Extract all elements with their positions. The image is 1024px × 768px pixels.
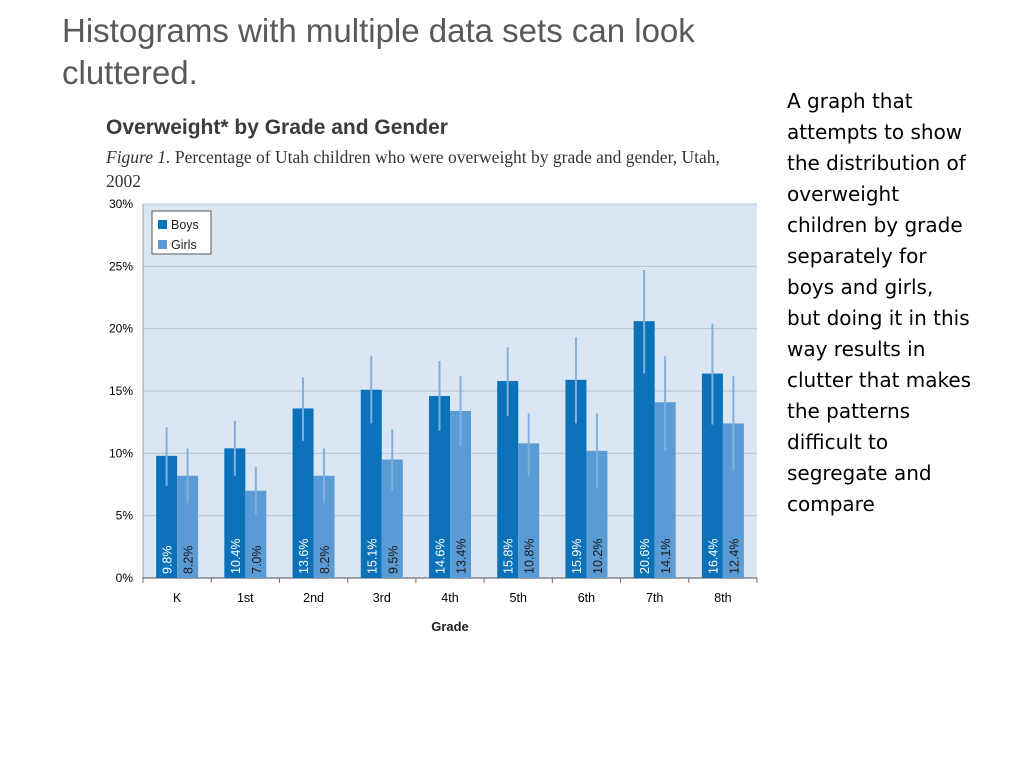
bar-girls xyxy=(586,450,608,578)
legend-label-girls: Girls xyxy=(171,238,197,252)
slide-description: A graph that attempts to show the distri… xyxy=(787,89,972,516)
bar-boys xyxy=(701,373,723,578)
data-label-boys: 15.8% xyxy=(502,539,516,574)
data-label-girls: 9.5% xyxy=(386,546,400,575)
data-label-girls: 12.4% xyxy=(727,539,741,574)
y-tick-label: 20% xyxy=(109,322,133,336)
figure-label: Figure 1. xyxy=(106,147,171,167)
bar-boys xyxy=(224,448,246,578)
bar-boys xyxy=(565,379,587,578)
data-label-girls: 14.1% xyxy=(659,539,673,574)
legend-swatch-girls xyxy=(158,240,167,249)
x-tick-label: 3rd xyxy=(373,591,391,605)
legend-label-boys: Boys xyxy=(171,218,199,232)
x-tick-label: 8th xyxy=(714,591,731,605)
x-axis-title: Grade xyxy=(431,619,469,634)
data-label-boys: 15.1% xyxy=(365,539,379,574)
bar-girls xyxy=(177,475,199,578)
chart-title: Overweight* by Grade and Gender xyxy=(106,116,448,139)
data-label-girls: 8.2% xyxy=(182,546,196,575)
data-label-boys: 14.6% xyxy=(434,539,448,574)
bar-boys xyxy=(633,321,655,578)
bar-girls xyxy=(654,402,676,578)
bar-girls xyxy=(313,475,335,578)
y-tick-label: 15% xyxy=(109,384,133,398)
legend-swatch-boys xyxy=(158,220,167,229)
data-label-boys: 13.6% xyxy=(297,539,311,574)
y-tick-label: 10% xyxy=(109,446,133,460)
bar-boys xyxy=(360,389,382,578)
y-tick-label: 30% xyxy=(109,197,133,211)
bar-girls xyxy=(450,410,471,578)
y-tick-label: 5% xyxy=(116,509,134,523)
data-label-girls: 10.2% xyxy=(591,539,605,574)
chart-caption: Figure 1. Percentage of Utah children wh… xyxy=(106,145,746,193)
y-tick-label: 25% xyxy=(109,259,133,273)
data-label-girls: 8.2% xyxy=(318,546,332,575)
slide-title: Histograms with multiple data sets can l… xyxy=(62,12,695,91)
data-label-girls: 13.4% xyxy=(455,539,469,574)
data-label-boys: 16.4% xyxy=(706,539,720,574)
x-tick-label: 6th xyxy=(578,591,595,605)
bar-girls xyxy=(245,490,267,578)
bar-boys xyxy=(292,408,314,578)
bar-girls xyxy=(518,443,540,578)
bar-boys xyxy=(429,395,450,578)
data-label-girls: 7.0% xyxy=(250,546,264,575)
data-label-boys: 9.8% xyxy=(161,546,175,575)
x-tick-label: K xyxy=(173,591,182,605)
x-tick-label: 2nd xyxy=(303,591,324,605)
x-tick-label: 4th xyxy=(441,591,458,605)
data-label-boys: 10.4% xyxy=(229,539,243,574)
figure-caption-text: Percentage of Utah children who were ove… xyxy=(106,147,720,191)
y-tick-label: 0% xyxy=(116,571,134,585)
x-tick-label: 7th xyxy=(646,591,663,605)
x-tick-label: 5th xyxy=(510,591,527,605)
bar-girls xyxy=(381,459,403,578)
bar-boys xyxy=(497,381,519,578)
data-label-girls: 10.8% xyxy=(523,539,537,574)
x-tick-label: 1st xyxy=(237,591,254,605)
bar-girls xyxy=(722,423,744,578)
bar-boys xyxy=(156,455,178,578)
data-label-boys: 20.6% xyxy=(638,539,652,574)
data-label-boys: 15.9% xyxy=(570,539,584,574)
